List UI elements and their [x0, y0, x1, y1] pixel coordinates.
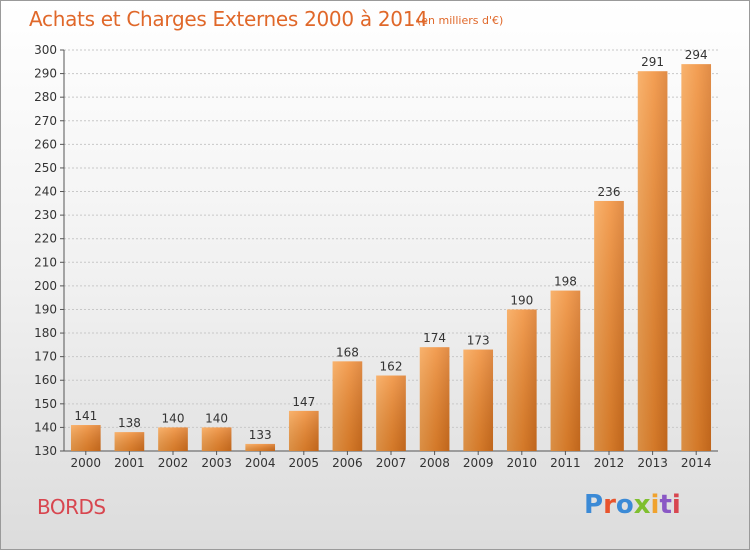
bar-value-label: 190: [510, 293, 533, 307]
bar-shade: [594, 200, 624, 451]
axis-layer: 130 140 150 160 170 180 190 200 210 220 230 240 250 2…: [34, 43, 718, 470]
bar-value-label: 291: [641, 55, 664, 69]
bar-value-label: 138: [118, 416, 141, 430]
y-tick-label: 280: [34, 90, 57, 104]
y-tick-label: 130: [34, 444, 57, 458]
bar-value-label: 236: [598, 185, 621, 199]
logo-letter: x: [633, 490, 651, 520]
x-tick-label: 2005: [289, 456, 320, 470]
bar-shade: [288, 410, 319, 451]
logo-letter: P: [584, 490, 604, 520]
x-tick-label: 2013: [637, 456, 668, 470]
y-tick-label: 170: [34, 350, 57, 364]
bar-shade: [637, 71, 668, 452]
bar-shade: [332, 361, 363, 451]
proxiti-logo[interactable]: Proxiti: [584, 490, 681, 520]
x-tick-label: 2012: [594, 456, 625, 470]
x-tick-label: 2002: [158, 456, 189, 470]
bar-value-label: 147: [292, 395, 315, 409]
logo-letter: o: [615, 490, 634, 520]
y-tick-label: 200: [34, 279, 57, 293]
y-tick-label: 180: [34, 326, 57, 340]
bar-shade: [550, 290, 581, 451]
y-tick-label: 190: [34, 302, 57, 316]
x-tick-label: 2014: [681, 456, 712, 470]
x-tick-label: 2011: [550, 456, 581, 470]
bar-value-label: 140: [162, 411, 185, 425]
bar-value-label: 174: [423, 331, 446, 345]
logo-letter: r: [603, 490, 616, 520]
y-tick-label: 210: [34, 255, 57, 269]
bar-shade: [376, 375, 406, 451]
x-tick-label: 2000: [71, 456, 102, 470]
labels-layer: 141 138 140 140 133 147 168 162 174 173 190 198 236 2…: [74, 48, 707, 442]
x-tick-label: 2003: [201, 456, 232, 470]
bar-shade: [70, 425, 101, 451]
y-tick-label: 300: [34, 43, 57, 57]
bar-shade: [245, 443, 276, 451]
y-tick-label: 140: [34, 420, 57, 434]
bar-shade: [114, 432, 145, 451]
y-tick-label: 260: [34, 137, 57, 151]
bar-value-label: 168: [336, 345, 359, 359]
chart-title: Achats et Charges Externes 2000 à 2014: [29, 7, 428, 31]
x-tick-label: 2001: [114, 456, 145, 470]
logo-letter: t: [659, 490, 672, 520]
bar-shade: [201, 427, 232, 451]
bar-shade: [158, 427, 188, 451]
chart-subtitle: (en milliers d'€): [417, 14, 504, 27]
town-name: BORDS: [37, 495, 106, 519]
bars-layer: [70, 64, 712, 452]
bar-value-label: 140: [205, 411, 228, 425]
bar-value-label: 162: [380, 360, 403, 374]
y-tick-label: 220: [34, 232, 57, 246]
y-tick-label: 250: [34, 161, 57, 175]
bar-value-label: 294: [685, 48, 708, 62]
logo-letter: i: [671, 490, 681, 520]
y-tick-label: 240: [34, 185, 57, 199]
x-tick-label: 2008: [419, 456, 450, 470]
y-tick-label: 160: [34, 373, 57, 387]
bar-shade: [419, 347, 450, 451]
x-tick-label: 2007: [376, 456, 407, 470]
x-tick-label: 2009: [463, 456, 494, 470]
bar-shade: [463, 349, 494, 451]
bar-shade: [506, 309, 537, 451]
y-tick-label: 290: [34, 67, 57, 81]
bar-shade: [681, 64, 712, 451]
bar-value-label: 198: [554, 275, 577, 289]
y-tick-label: 270: [34, 114, 57, 128]
y-tick-label: 150: [34, 397, 57, 411]
x-tick-label: 2006: [332, 456, 363, 470]
x-tick-label: 2010: [507, 456, 538, 470]
bar-value-label: 141: [74, 409, 97, 423]
x-tick-label: 2004: [245, 456, 276, 470]
y-tick-label: 230: [34, 208, 57, 222]
logo-letter: i: [650, 490, 660, 520]
bar-value-label: 173: [467, 334, 490, 348]
bar-value-label: 133: [249, 428, 272, 442]
